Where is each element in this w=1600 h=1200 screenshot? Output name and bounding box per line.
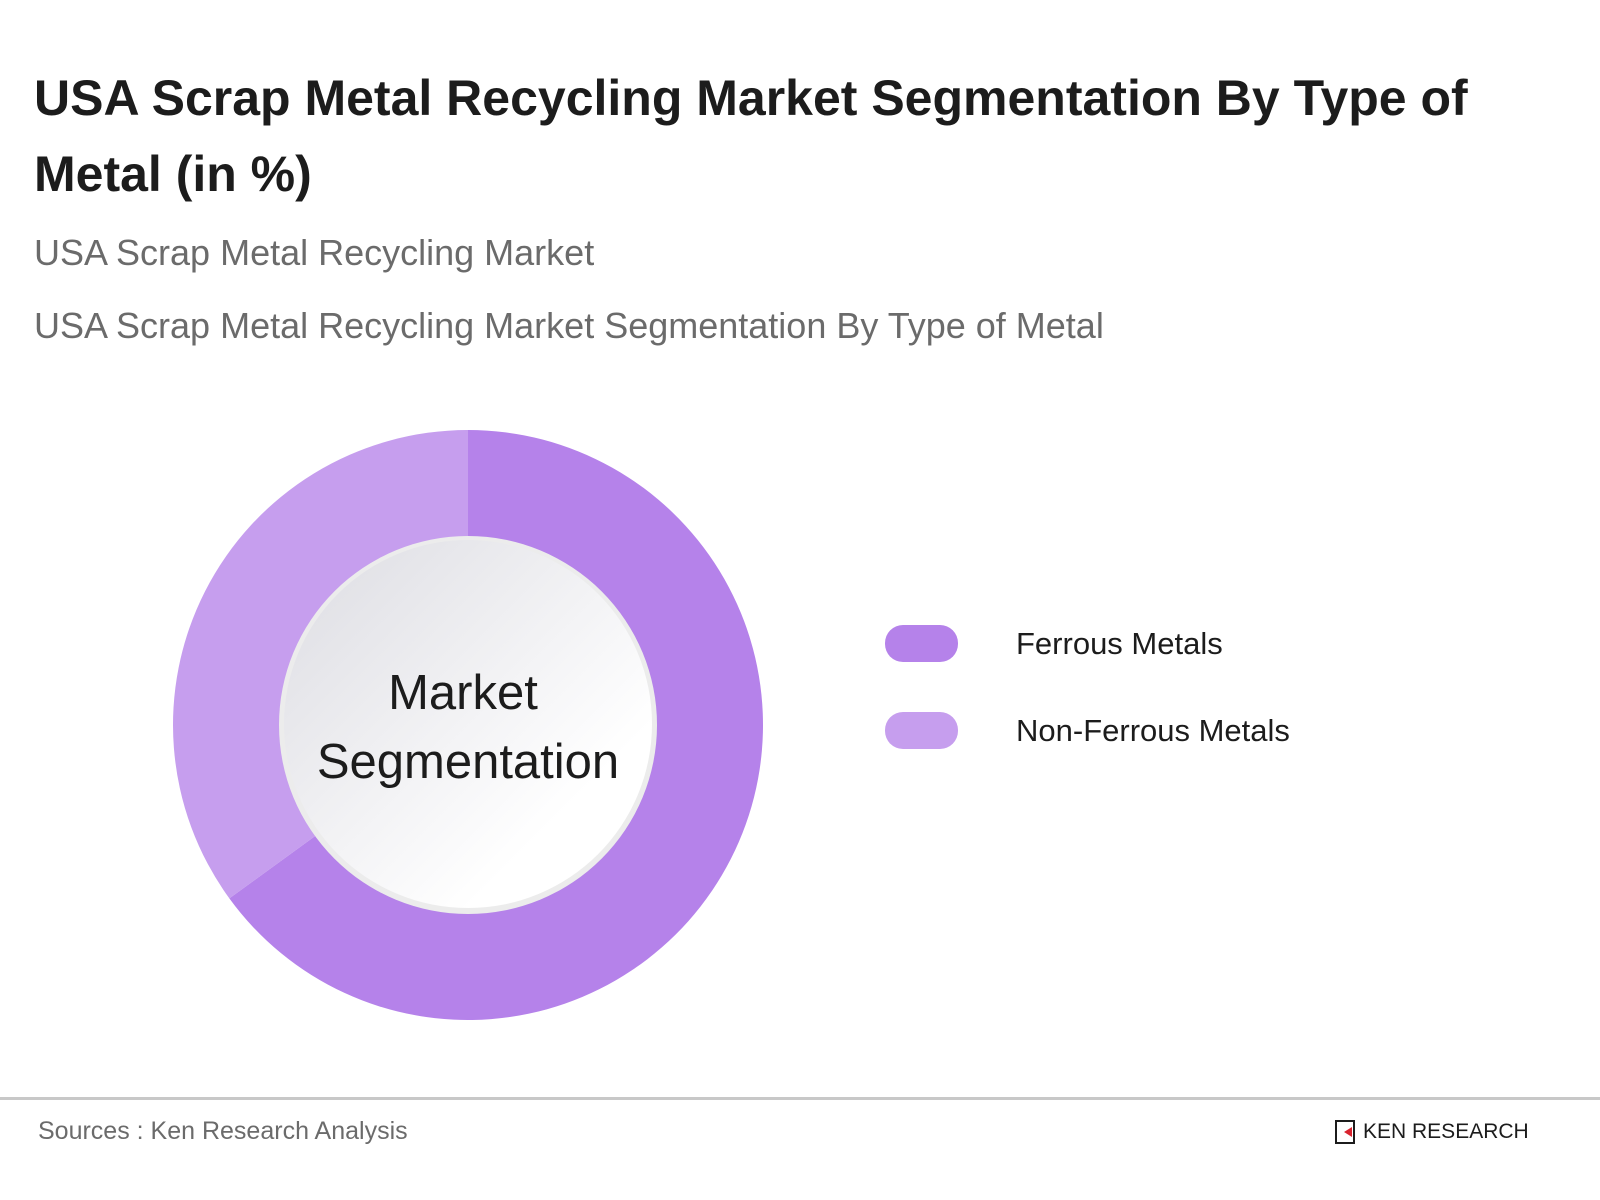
source-note: Sources : Ken Research Analysis (38, 1117, 408, 1145)
legend-label: Ferrous Metals (1016, 625, 1223, 661)
slice-ferrous-metals (229, 430, 763, 1020)
legend-item-non-ferrous: Non-Ferrous Metals (885, 712, 1290, 749)
center-disc (284, 540, 652, 908)
slice-non-ferrous-metals (173, 430, 468, 899)
center-label-line1: Market (388, 666, 538, 720)
legend-item-ferrous: Ferrous Metals (885, 625, 1223, 662)
logo-text: KEN RESEARCH (1363, 1120, 1529, 1143)
legend-label: Non-Ferrous Metals (1016, 712, 1290, 748)
ken-research-logo: KEN RESEARCH (1335, 1120, 1529, 1144)
subtitle-market: USA Scrap Metal Recycling Market (34, 232, 595, 273)
legend-swatch (885, 625, 958, 662)
chart-title: USA Scrap Metal Recycling Market Segment… (34, 70, 1468, 202)
legend-swatch (885, 712, 958, 749)
subtitle-segmentation: USA Scrap Metal Recycling Market Segment… (34, 305, 1104, 346)
logo-icon (1335, 1120, 1355, 1144)
center-label-line2: Segmentation (317, 735, 619, 789)
footer-divider (0, 1097, 1600, 1100)
